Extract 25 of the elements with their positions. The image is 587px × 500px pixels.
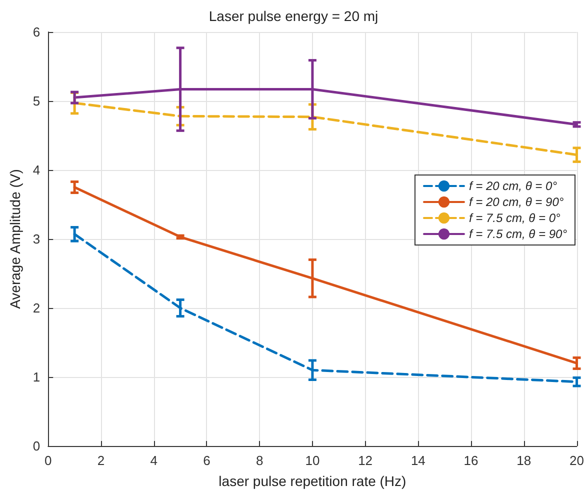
x-tick-label: 18 <box>516 453 532 468</box>
x-tick-label: 12 <box>358 453 373 468</box>
y-tick-label: 4 <box>32 162 40 178</box>
y-tick-label: 1 <box>32 370 40 384</box>
y-tick-label: 3 <box>32 232 40 246</box>
y-tick-label: 5 <box>32 94 40 108</box>
x-axis-title: laser pulse repetition rate (Hz) <box>218 473 406 489</box>
y-axis-title: Average Amplitude (V) <box>7 169 23 309</box>
legend-label: f = 7.5 cm, θ = 90° <box>468 227 568 241</box>
x-tick-label: 14 <box>410 453 426 468</box>
legend-label: f = 20 cm, θ = 90° <box>468 195 564 209</box>
y-tick-label: 2 <box>32 300 40 316</box>
x-tick-label: 20 <box>570 453 584 468</box>
x-tick-label: 16 <box>464 453 478 468</box>
y-tick-label: 0 <box>32 438 40 454</box>
legend-label: f = 20 cm, θ = 0° <box>468 179 558 193</box>
y-tick-label: 6 <box>32 24 40 40</box>
x-tick-label: 10 <box>305 453 320 468</box>
x-tick-label: 6 <box>203 453 210 468</box>
x-tick-label: 8 <box>256 453 264 468</box>
legend-label: f = 7.5 cm, θ = 0° <box>468 211 561 225</box>
x-tick-label: 4 <box>150 453 158 468</box>
x-tick-label: 2 <box>97 453 105 468</box>
chart-title: Laser pulse energy = 20 mj <box>208 8 378 24</box>
x-tick-label: 0 <box>44 453 52 468</box>
